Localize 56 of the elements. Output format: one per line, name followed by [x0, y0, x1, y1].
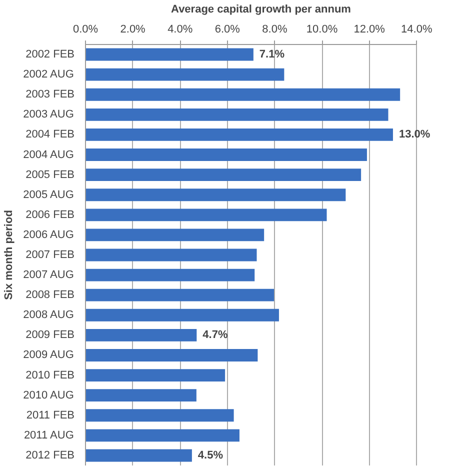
y-tick-label: 2004 FEB [26, 128, 74, 141]
bar [86, 148, 367, 161]
bar [86, 288, 274, 302]
data-label: 13.0% [398, 128, 430, 141]
bar [86, 308, 279, 322]
x-tick-label: 14.0% [401, 24, 432, 36]
bar [86, 188, 346, 202]
y-tick-label: 2002 AUG [23, 68, 74, 81]
bar [86, 168, 362, 182]
bar [86, 68, 284, 81]
y-tick-label: 2006 FEB [26, 208, 74, 221]
y-tick-label: 2005 AUG [23, 188, 74, 201]
x-tick-label: 10.0% [306, 24, 338, 36]
y-tick-label: 2011 AUG [24, 429, 74, 442]
y-tick-label: 2011 FEB [26, 409, 75, 422]
y-tick-label: 2008 AUG [23, 309, 74, 322]
y-tick-label: 2010 FEB [26, 369, 74, 382]
data-label: 7.1% [259, 48, 285, 61]
bar [86, 389, 196, 402]
y-tick-label: 2002 FEB [26, 48, 74, 61]
bar [86, 248, 257, 262]
bar [86, 429, 240, 442]
bar [86, 208, 327, 222]
y-tick-label: 2004 AUG [23, 148, 74, 161]
bar [86, 128, 393, 141]
bar [86, 369, 226, 382]
y-tick-label: 2007 AUG [23, 269, 74, 282]
y-tick-label: 2009 FEB [26, 329, 74, 342]
x-tick-label: 0.0% [72, 24, 98, 36]
data-label: 4.7% [202, 329, 228, 342]
x-tick-label: 12.0% [354, 24, 386, 36]
x-tick-label: 2.0% [120, 24, 146, 36]
data-label: 4.5% [198, 449, 224, 462]
bar [86, 328, 197, 342]
bar [86, 349, 258, 362]
bar [86, 409, 234, 422]
y-tick-label: 2006 AUG [23, 228, 74, 241]
bar [86, 449, 192, 462]
y-tick-label: 2010 AUG [23, 389, 74, 402]
x-tick-label: 4.0% [168, 24, 193, 36]
bar [86, 268, 255, 282]
bar [86, 228, 264, 242]
y-tick-label: 2012 FEB [26, 449, 74, 462]
y-tick-label: 2009 AUG [23, 349, 74, 362]
bar [86, 108, 388, 121]
y-tick-label: 2008 FEB [26, 289, 74, 302]
x-tick-label: 6.0% [214, 24, 240, 36]
y-tick-label: 2003 FEB [26, 88, 74, 101]
y-axis-title: Six month period [3, 210, 16, 300]
y-tick-label: 2007 FEB [26, 249, 74, 261]
x-axis-title: Average capital growth per annum [171, 4, 352, 16]
bar [86, 88, 400, 101]
x-tick-label: 8.0% [262, 24, 288, 36]
y-tick-label: 2005 FEB [26, 168, 74, 181]
y-tick-label: 2003 AUG [23, 108, 74, 121]
bar [86, 48, 254, 61]
